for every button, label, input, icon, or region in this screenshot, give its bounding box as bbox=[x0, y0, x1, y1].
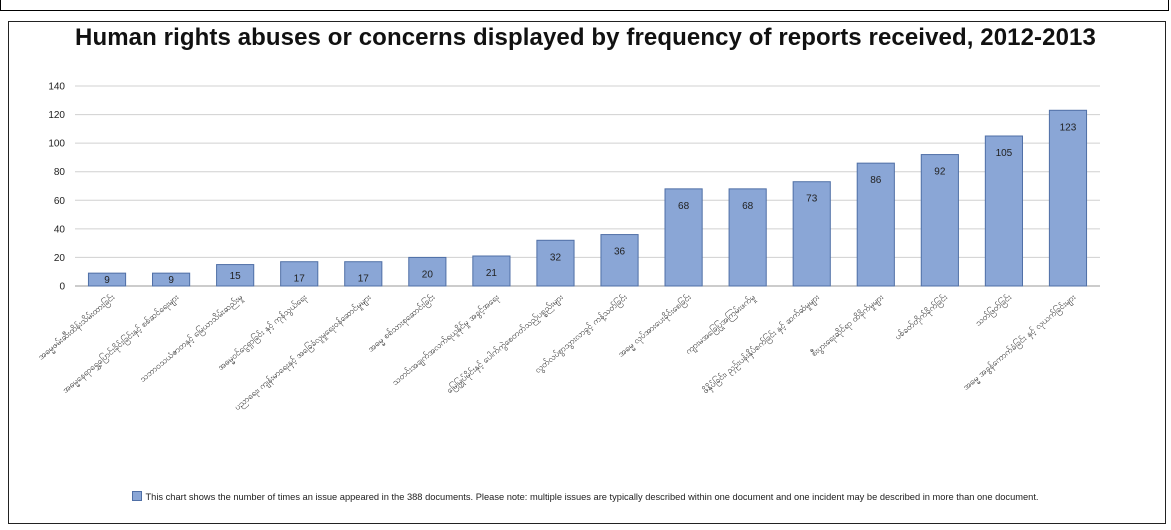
data-label: 123 bbox=[1060, 122, 1077, 133]
data-label: 17 bbox=[358, 274, 370, 285]
data-label: 73 bbox=[806, 194, 818, 205]
bar bbox=[856, 162, 895, 287]
bar bbox=[664, 188, 703, 287]
y-tick-label: 140 bbox=[48, 82, 65, 93]
data-label: 68 bbox=[678, 201, 690, 212]
bar bbox=[216, 264, 255, 287]
bar bbox=[1048, 109, 1088, 287]
y-tick-label: 120 bbox=[48, 110, 65, 121]
data-label: 9 bbox=[104, 275, 110, 286]
bar bbox=[152, 272, 191, 287]
y-tick-label: 0 bbox=[59, 282, 65, 293]
data-label: 86 bbox=[870, 175, 882, 186]
data-labels: 9 9 15 17 17 20 21 32 36 68 68 73 86 92 105 123 bbox=[104, 122, 1076, 286]
data-label: 21 bbox=[486, 268, 498, 279]
bar bbox=[344, 261, 383, 287]
bar bbox=[600, 234, 639, 287]
x-tick-label: အဓမ္မ အခွန်ကောက်ခံခြင်း နှင့် လုယက်ခြင်း… bbox=[960, 291, 1079, 394]
y-tick-label: 100 bbox=[48, 139, 65, 150]
bars bbox=[87, 109, 1088, 287]
data-label: 36 bbox=[614, 247, 626, 258]
y-tick-label: 60 bbox=[54, 196, 66, 207]
legend-swatch bbox=[132, 491, 143, 501]
x-tick-label: ပစ်ခတ်တိုက်ခိုက်ခြင်း bbox=[892, 291, 951, 344]
bar bbox=[920, 154, 959, 287]
data-label: 17 bbox=[294, 274, 306, 285]
x-tick-label: ပညာရေး၊ ကျန်းမာရေးနှင့် အခြေခံလူမှုရေးဝန… bbox=[231, 291, 374, 414]
x-tick-label: သဘာဝသယံဇာတနှင့် မြေယာသိမ်းဆည်းမှု bbox=[136, 291, 246, 386]
x-tick-label: အဓမ္မနေရာရွှေ့ပြောင်းခိုင်းခြင်းနှင့် စစ… bbox=[60, 291, 183, 397]
data-label: 92 bbox=[934, 167, 946, 178]
x-tick-label: သတ်ဖြတ်ခြင်း bbox=[972, 291, 1016, 331]
x-tick-label: စီးပွားရေးဆိုင်ရာ ထိခိုက်မှုများ bbox=[809, 291, 887, 359]
x-tick-label: အဓမ္မ စစ်သားစုဆောင်းခြင်း bbox=[365, 291, 439, 356]
y-tick-label: 20 bbox=[54, 253, 66, 264]
footnote-text: This chart shows the number of times an … bbox=[145, 492, 1039, 502]
bar bbox=[408, 256, 447, 287]
bar bbox=[280, 261, 319, 287]
x-tick-label: ကျားမအခြေပြုအကြမ်းဖက်မှု bbox=[683, 291, 759, 358]
chart-title: Human rights abuses or concerns displaye… bbox=[75, 24, 1096, 51]
y-tick-label: 80 bbox=[54, 167, 66, 178]
data-label: 32 bbox=[550, 252, 562, 263]
x-axis-labels: အဓမ္မဖမ်းဆီးထိန်းသိမ်းထားခြင်းအဓမ္မနေရာရ… bbox=[35, 291, 1079, 414]
top-rule bbox=[0, 0, 1169, 11]
bar bbox=[87, 272, 127, 287]
x-tick-label: သတင်းအချက်အလက်ရယူနိုင်မှု အခွင့်အရေး bbox=[389, 291, 503, 389]
data-label: 105 bbox=[996, 148, 1013, 159]
data-label: 20 bbox=[422, 269, 434, 280]
data-label: 9 bbox=[168, 275, 174, 286]
chart-frame bbox=[8, 21, 1166, 524]
bar bbox=[536, 239, 575, 287]
bar bbox=[728, 188, 767, 287]
legend-footnote: This chart shows the number of times an … bbox=[0, 491, 1171, 502]
data-label: 15 bbox=[230, 271, 242, 282]
bar bbox=[792, 181, 831, 287]
y-tick-label: 40 bbox=[54, 224, 66, 235]
data-label: 68 bbox=[742, 201, 754, 212]
bar bbox=[984, 135, 1023, 287]
bar bbox=[472, 255, 511, 287]
x-tick-label: မြေမြှုပ်မိုင်းနှင့် ပေါက်ကွဲစေတတ်သည့်ပစ… bbox=[444, 291, 567, 397]
x-tick-label: ဖိနှိပ်ခြင်း၊ ညှဉ်းပန်းနှိပ်စက်ခြင်း နှင… bbox=[700, 291, 823, 397]
y-axis: 0 20 40 60 80 100 120 140 bbox=[48, 82, 65, 293]
